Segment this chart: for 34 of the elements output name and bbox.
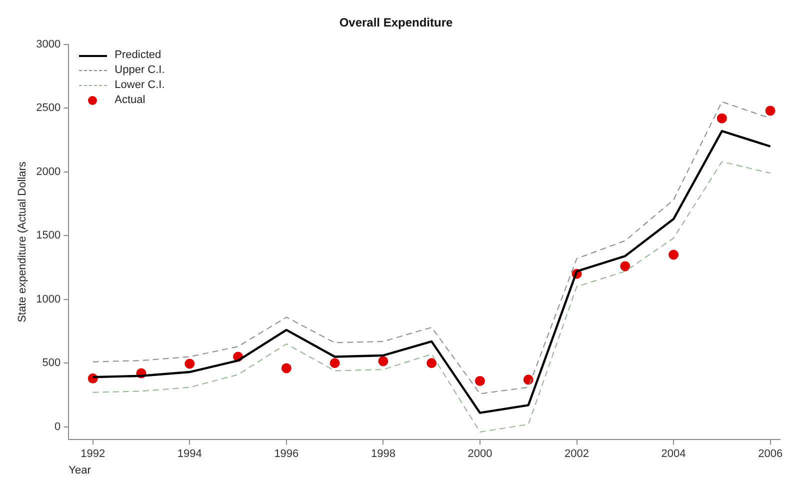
x-tick-label: 1998: [370, 448, 396, 460]
x-tick-label: 2004: [661, 448, 686, 460]
x-axis-title: Year: [68, 464, 92, 476]
y-tick-label: 1500: [36, 230, 61, 242]
x-tick-label: 2000: [468, 448, 492, 460]
point: [620, 261, 630, 272]
x-tick-label: 2002: [564, 448, 590, 460]
x-tick-label: 2006: [758, 448, 783, 460]
line-series: [92, 161, 771, 432]
legend-label: Actual: [114, 93, 146, 108]
x-tick-label: 1994: [177, 448, 202, 460]
chart-title: Overall Expenditure: [339, 16, 454, 30]
point: [378, 356, 388, 366]
point: [668, 250, 679, 260]
y-tick-label: 500: [42, 357, 61, 370]
y-tick-label: 0: [54, 420, 61, 433]
point: [281, 363, 292, 374]
point: [523, 374, 534, 385]
point: [330, 358, 340, 368]
point: [474, 376, 485, 386]
x-tick-label: 1996: [274, 448, 299, 460]
x-tick-label: 1992: [80, 448, 106, 460]
y-tick-label: 2500: [36, 102, 61, 114]
legend-label: Predicted: [114, 48, 162, 64]
y-axis-title: State expenditure (Actual Dollars: [16, 161, 29, 322]
y-tick-label: 2000: [36, 166, 61, 178]
point: [765, 106, 776, 116]
y-tick-label: 3000: [36, 38, 61, 50]
legend-label: Upper C.I.: [114, 63, 165, 78]
legend-label: Lower C.I.: [114, 78, 165, 94]
point: [716, 113, 727, 124]
point: [184, 358, 195, 369]
point: [426, 358, 437, 368]
y-tick-label: 1000: [36, 293, 61, 306]
